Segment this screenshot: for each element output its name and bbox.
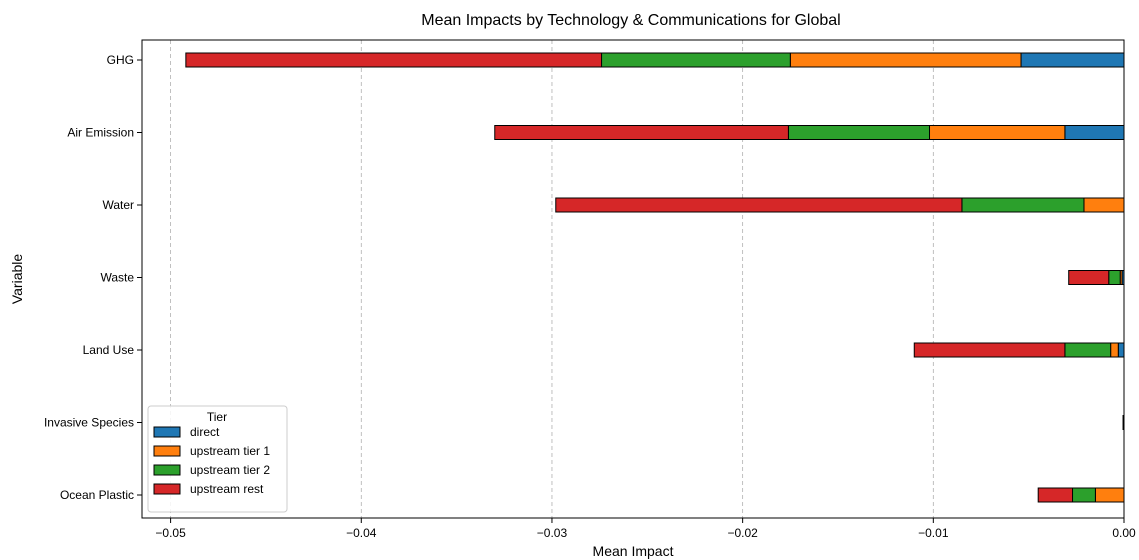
legend-label: upstream tier 1 <box>190 444 270 458</box>
bar-segment <box>555 197 963 213</box>
bars-layer <box>185 52 1125 503</box>
y-tick-label: Land Use <box>83 343 135 357</box>
x-axis-title: Mean Impact <box>593 543 674 559</box>
legend-swatch <box>153 445 181 457</box>
bar-segment <box>789 52 1022 68</box>
y-tick-label: GHG <box>107 53 134 67</box>
legend-label: upstream rest <box>190 482 264 496</box>
bar-segment <box>1020 52 1125 68</box>
bar-segment <box>913 342 1066 358</box>
x-tick-label: −0.01 <box>918 526 949 540</box>
y-tick-label: Ocean Plastic <box>60 488 134 502</box>
bar-segment <box>1064 125 1125 140</box>
y-axis-title: Variable <box>9 254 25 305</box>
legend-swatch <box>153 426 181 438</box>
legend-items: direct upstream tier 1 upstream tier 2 upst… <box>153 425 270 496</box>
grid-layer <box>170 40 934 518</box>
bar-segment <box>1083 197 1125 213</box>
bar-segment <box>961 197 1085 213</box>
legend-title: Tier <box>207 410 227 424</box>
plot-frame <box>141 39 1125 519</box>
bar-segment <box>929 125 1066 140</box>
bar-segment <box>1094 487 1125 503</box>
bar-segment <box>494 125 789 140</box>
x-tick-label: 0.00 <box>1112 526 1136 540</box>
bar-segment <box>1108 270 1121 285</box>
y-tick-label: Air Emission <box>67 126 134 140</box>
legend-label: upstream tier 2 <box>190 463 270 477</box>
bar-segment <box>601 52 791 68</box>
legend-label: direct <box>190 425 220 439</box>
x-axis: −0.05 −0.04 −0.03 −0.02 −0.01 0.00 <box>155 518 1136 540</box>
x-tick-label: −0.03 <box>537 526 568 540</box>
legend-swatch <box>153 483 181 495</box>
y-tick-label: Invasive Species <box>44 416 134 430</box>
bar-segment <box>185 52 603 68</box>
y-tick-label: Waste <box>100 271 134 285</box>
x-tick-label: −0.02 <box>727 526 758 540</box>
x-tick-label: −0.04 <box>346 526 377 540</box>
bar-segment <box>1037 487 1074 503</box>
bar-segment <box>1068 270 1110 285</box>
legend-box <box>147 405 288 513</box>
bar-segment <box>1110 342 1119 358</box>
bar-segment <box>1117 342 1125 358</box>
legend-swatch <box>153 464 181 476</box>
legend: Tier direct upstream tier 1 upstream tier … <box>147 405 288 513</box>
y-tick-label: Water <box>102 198 134 212</box>
bar-segment <box>787 125 931 140</box>
x-tick-label: −0.05 <box>155 526 186 540</box>
bar-segment <box>1072 487 1096 503</box>
bar-segment <box>1064 342 1112 358</box>
y-axis: GHG Air Emission Water Waste Land Use Invasiv… <box>44 53 142 502</box>
chart-title: Mean Impacts by Technology & Communicati… <box>421 12 840 29</box>
